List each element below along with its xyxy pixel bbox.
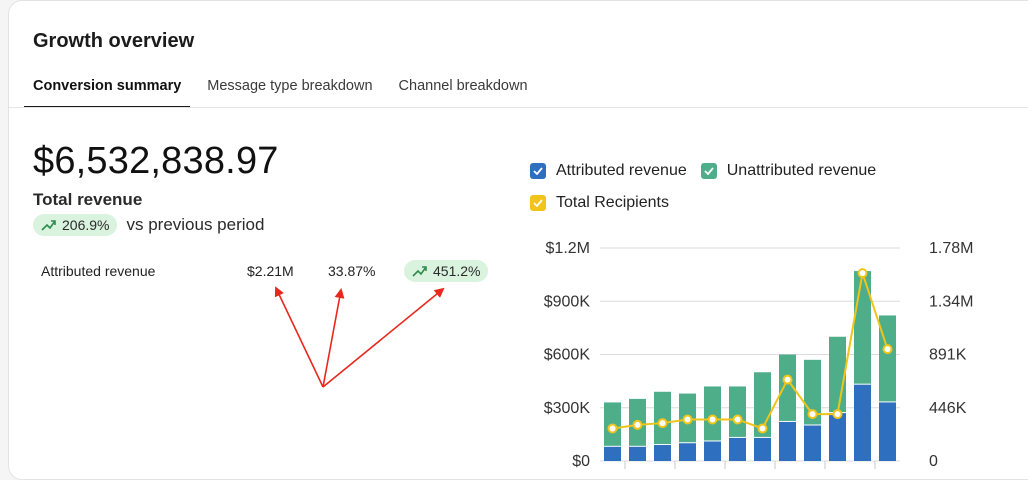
legend-label: Attributed revenue	[556, 162, 687, 179]
checkbox-checked-icon[interactable]	[700, 163, 717, 179]
bar-attributed	[729, 437, 746, 461]
tab-conversion-summary[interactable]: Conversion summary	[24, 70, 191, 108]
recipients-point	[682, 414, 693, 425]
y-right-tick-label: 1.78M	[929, 240, 973, 257]
bar-attributed	[754, 437, 771, 461]
recipients-point	[707, 414, 718, 425]
recipients-point	[607, 423, 618, 434]
bar-attributed	[879, 402, 896, 461]
tab-bar: Conversion summary Message type breakdow…	[24, 70, 545, 108]
total-revenue-change: 206.9% vs previous period	[33, 214, 264, 236]
recipients-line	[612, 272, 889, 430]
attributed-revenue-amount: $2.21M	[247, 263, 294, 279]
bar-unattributed	[829, 336, 846, 413]
legend-label: Unattributed revenue	[726, 162, 877, 179]
bar-attributed	[854, 384, 871, 461]
bar-attributed	[679, 443, 696, 461]
recipients-point	[832, 409, 843, 420]
checkbox-checked-icon[interactable]	[530, 195, 546, 211]
total-revenue-value: $6,532,838.97	[33, 140, 279, 182]
y-left-tick-label: $1.2M	[546, 240, 590, 257]
bar-unattributed	[729, 386, 746, 437]
y-left-tick-label: $900K	[544, 293, 591, 310]
bar-unattributed	[704, 386, 721, 441]
revenue-chart: $1.2M 1.78M $900K 1.34M $600K 891K $300K 446K $0…	[544, 240, 974, 470]
recipients-point	[632, 419, 643, 430]
total-revenue-label: Total revenue	[33, 190, 143, 209]
checkbox-checked-icon[interactable]	[530, 163, 546, 179]
bar-unattributed	[779, 354, 796, 421]
bar-attributed	[604, 446, 621, 461]
recipients-point	[657, 418, 668, 429]
bar-attributed	[804, 425, 821, 461]
tab-divider	[9, 107, 1028, 108]
recipients-point	[732, 414, 743, 425]
y-left-tick-label: $300K	[544, 400, 591, 417]
recipients-point	[757, 423, 768, 434]
bar-attributed	[654, 445, 671, 461]
y-right-tick-label: 891K	[929, 347, 967, 364]
trend-up-icon	[41, 220, 56, 231]
bar-unattributed	[654, 391, 671, 445]
change-badge: 206.9%	[33, 214, 118, 236]
legend-item-unattributed[interactable]: Unattributed revenue	[700, 162, 877, 180]
page-title: Growth overview	[33, 30, 195, 52]
recipients-point	[882, 344, 893, 355]
bar-unattributed	[854, 271, 871, 384]
legend-item-recipients[interactable]: Total Recipients	[530, 194, 669, 212]
y-left-tick-label: $600K	[544, 347, 591, 364]
recipients-point	[782, 374, 793, 385]
bar-attributed	[629, 446, 646, 461]
attributed-change-badge: 451.2%	[404, 260, 489, 283]
legend-item-attributed[interactable]: Attributed revenue	[530, 162, 687, 180]
tab-message-type-breakdown[interactable]: Message type breakdown	[207, 78, 373, 94]
y-left-tick-label: $0	[572, 453, 590, 470]
change-percent: 206.9%	[62, 217, 110, 233]
legend-label: Total Recipients	[556, 194, 669, 211]
bar-attributed	[829, 413, 846, 461]
attributed-revenue-label: Attributed revenue	[41, 263, 156, 279]
change-comparison-text: vs previous period	[126, 215, 265, 234]
y-right-tick-label: 1.34M	[929, 293, 973, 310]
recipients-point	[807, 409, 818, 420]
y-right-tick-label: 446K	[929, 400, 967, 417]
bar-attributed	[704, 441, 721, 461]
chart-legend: Attributed revenue Unattributed revenue …	[530, 162, 930, 226]
trend-up-icon	[412, 266, 427, 277]
bar-attributed	[779, 421, 796, 461]
attributed-revenue-share: 33.87%	[328, 263, 376, 279]
y-right-tick-label: 0	[929, 453, 938, 470]
recipients-point	[857, 268, 868, 279]
tab-channel-breakdown[interactable]: Channel breakdown	[398, 78, 528, 94]
attributed-change-percent: 451.2%	[433, 263, 481, 279]
